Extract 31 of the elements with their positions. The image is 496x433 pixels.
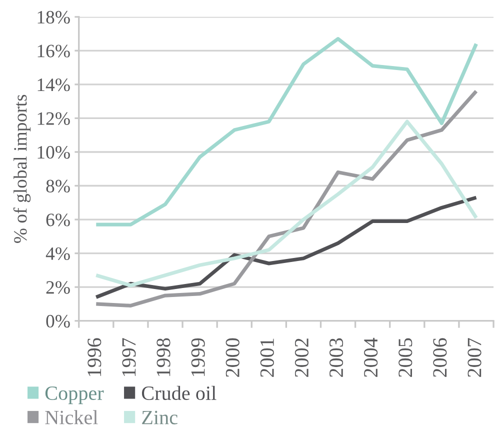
x-tick-label: 2003 bbox=[329, 338, 344, 377]
line-series bbox=[94, 120, 478, 288]
legend-label: Copper bbox=[45, 386, 104, 404]
x-tick-label: 2001 bbox=[260, 338, 274, 377]
y-axis-title: % of global imports bbox=[13, 94, 31, 243]
y-tick-label: 2% bbox=[46, 281, 70, 294]
x-tick-label: 2007 bbox=[468, 338, 482, 377]
x-tick-label: 2006 bbox=[433, 338, 447, 377]
legend-label: Zinc bbox=[142, 410, 178, 424]
x-tick-label: 1998 bbox=[156, 338, 170, 376]
x-tick-label: 1996 bbox=[88, 338, 102, 376]
y-tick-label: 18% bbox=[38, 10, 70, 24]
y-tick-label: 4% bbox=[46, 247, 70, 260]
legend-label: Crude oil bbox=[142, 386, 216, 400]
y-tick-label: 6% bbox=[46, 214, 70, 226]
x-tick-label: 1997 bbox=[122, 338, 136, 376]
line-series bbox=[94, 89, 478, 308]
y-tick-label: 0% bbox=[46, 314, 70, 328]
y-tick-label: 12% bbox=[38, 112, 70, 125]
y-tick-label: 14% bbox=[38, 78, 70, 92]
y-tick-label: 8% bbox=[46, 180, 70, 193]
line-series bbox=[94, 196, 478, 300]
x-tick-label: 2000 bbox=[226, 338, 240, 377]
x-tick-label: 2004 bbox=[364, 338, 378, 377]
x-tick-label: 2005 bbox=[398, 338, 412, 377]
line-series bbox=[94, 37, 478, 226]
y-tick-label: 16% bbox=[38, 44, 70, 58]
legend-label: Nickel bbox=[45, 410, 98, 424]
x-tick-label: 2002 bbox=[294, 338, 309, 377]
x-tick-label: 1999 bbox=[191, 338, 205, 376]
y-tick-label: 10% bbox=[38, 146, 70, 159]
